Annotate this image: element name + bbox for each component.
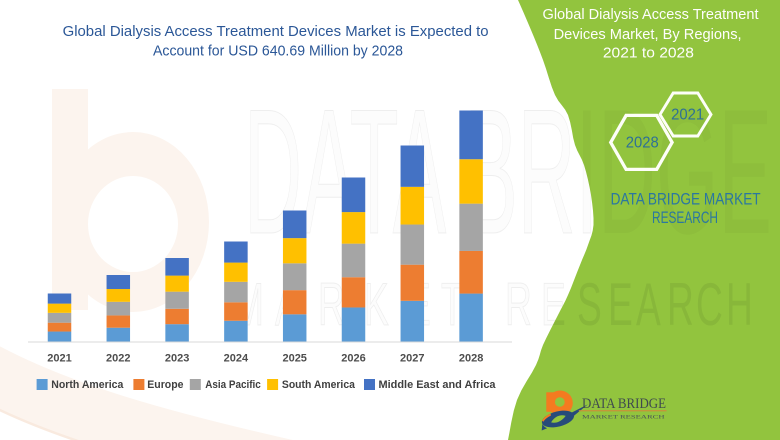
svg-text:2021: 2021 — [671, 107, 704, 124]
svg-text:E: E — [608, 271, 633, 338]
svg-text:2026: 2026 — [341, 353, 365, 365]
svg-text:Global Dialysis Access Treatme: Global Dialysis Access Treatment Devices… — [63, 23, 489, 40]
svg-text:S: S — [577, 271, 602, 338]
svg-text:Middle East and Africa: Middle East and Africa — [379, 379, 497, 391]
svg-text:H: H — [726, 271, 753, 338]
svg-text:Europe: Europe — [147, 379, 183, 391]
svg-text:C: C — [696, 271, 723, 338]
svg-text:Account for USD 640.69 Million: Account for USD 640.69 Million by 2028 — [153, 43, 403, 60]
svg-text:2022: 2022 — [106, 353, 130, 365]
svg-text:2023: 2023 — [165, 353, 189, 365]
svg-text:DATA BRIDGE: DATA BRIDGE — [582, 396, 666, 412]
svg-text:A: A — [636, 271, 661, 338]
svg-text:2027: 2027 — [400, 353, 424, 365]
svg-text:Devices Market, By Regions,: Devices Market, By Regions, — [554, 26, 742, 43]
svg-text:South America: South America — [282, 379, 356, 391]
svg-text:RESEARCH: RESEARCH — [652, 209, 718, 227]
svg-text:Global Dialysis Access Treatme: Global Dialysis Access Treatment — [543, 6, 760, 23]
svg-text:2025: 2025 — [282, 353, 306, 365]
svg-text:2028: 2028 — [626, 135, 659, 152]
svg-text:K: K — [364, 271, 389, 338]
svg-text:2024: 2024 — [224, 353, 249, 365]
svg-text:R: R — [667, 271, 694, 338]
svg-text:North America: North America — [51, 379, 124, 391]
svg-text:Asia Pacific: Asia Pacific — [205, 379, 261, 391]
svg-text:T: T — [441, 271, 464, 338]
svg-text:2028: 2028 — [459, 353, 483, 365]
svg-text:DATA BRIDGE MARKET: DATA BRIDGE MARKET — [611, 191, 761, 209]
svg-text:MARKET RESEARCH: MARKET RESEARCH — [582, 415, 665, 421]
svg-text:2021: 2021 — [47, 353, 71, 365]
svg-text:2021 to 2028: 2021 to 2028 — [603, 44, 694, 61]
svg-text:R: R — [318, 271, 345, 338]
svg-text:R: R — [505, 271, 532, 338]
